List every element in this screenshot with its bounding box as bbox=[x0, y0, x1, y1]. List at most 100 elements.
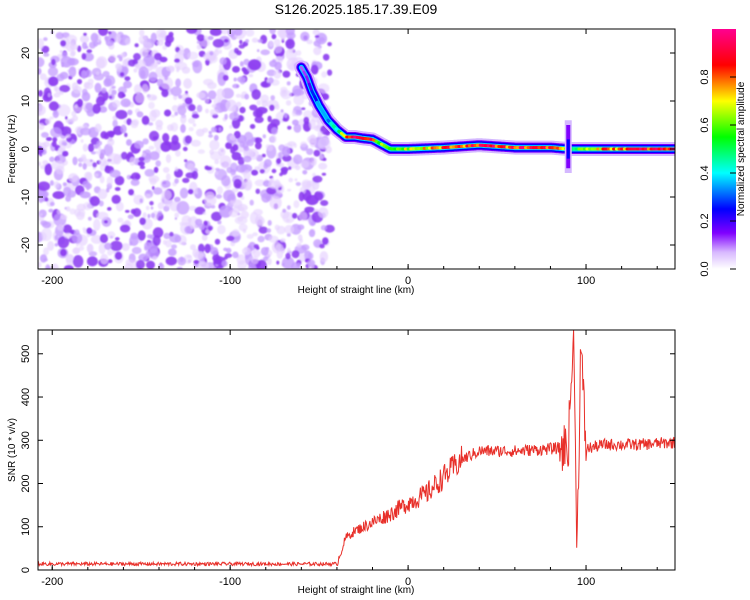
noise-blob bbox=[131, 246, 142, 255]
noise-blob bbox=[70, 117, 75, 123]
noise-blob bbox=[61, 150, 69, 157]
noise-blob bbox=[133, 84, 142, 95]
noise-blob bbox=[53, 181, 60, 189]
noise-blob bbox=[119, 224, 131, 233]
noise-blob bbox=[276, 260, 280, 265]
noise-blob bbox=[306, 148, 314, 156]
noise-blob bbox=[193, 259, 200, 265]
noise-blob bbox=[254, 166, 260, 171]
noise-blob bbox=[108, 54, 117, 62]
noise-blob bbox=[251, 37, 259, 43]
noise-blob bbox=[224, 113, 228, 120]
noise-blob bbox=[43, 141, 50, 148]
noise-blob bbox=[187, 188, 194, 195]
noise-blob bbox=[296, 242, 302, 248]
noise-blob bbox=[223, 247, 228, 252]
noise-blob bbox=[215, 194, 222, 199]
noise-blob bbox=[141, 83, 149, 94]
noise-blob bbox=[186, 29, 198, 34]
noise-blob bbox=[164, 75, 168, 81]
noise-blob bbox=[123, 80, 132, 89]
snr-y-ticks: 0 100 200 300 400 500 bbox=[20, 345, 675, 573]
noise-blob bbox=[243, 131, 254, 144]
noise-blob bbox=[227, 29, 236, 38]
noise-blob bbox=[79, 35, 90, 44]
noise-blob bbox=[298, 211, 308, 222]
noise-blob bbox=[59, 71, 69, 80]
noise-blob bbox=[184, 97, 193, 105]
noise-blob bbox=[257, 39, 263, 43]
noise-blob bbox=[309, 157, 317, 166]
noise-blob bbox=[81, 70, 87, 79]
noise-blob bbox=[287, 125, 292, 130]
noise-blob bbox=[205, 108, 209, 114]
noise-blob bbox=[45, 118, 52, 125]
noise-blob bbox=[125, 259, 135, 266]
noise-blob bbox=[52, 191, 65, 200]
noise-blob bbox=[152, 255, 158, 261]
noise-blob bbox=[120, 151, 128, 160]
noise-blob bbox=[89, 196, 101, 207]
noise-blob bbox=[95, 150, 99, 154]
noise-blob bbox=[304, 206, 315, 213]
noise-blob bbox=[86, 183, 92, 189]
noise-blob bbox=[239, 106, 246, 114]
noise-blob bbox=[196, 34, 205, 42]
noise-blob bbox=[285, 100, 292, 106]
noise-blob bbox=[262, 134, 266, 139]
noise-blob bbox=[218, 147, 226, 157]
colorbar-tick-label: 0.0 bbox=[699, 261, 711, 276]
noise-blob bbox=[248, 263, 257, 269]
noise-blob bbox=[237, 216, 244, 222]
noise-blob bbox=[57, 104, 71, 117]
noise-blob bbox=[146, 234, 153, 239]
noise-blob bbox=[86, 49, 93, 54]
noise-blob bbox=[157, 210, 163, 217]
noise-blob bbox=[112, 99, 121, 108]
x-tick-label: -200 bbox=[41, 275, 63, 287]
noise-blob bbox=[110, 240, 123, 252]
noise-blob bbox=[134, 174, 141, 180]
noise-blob bbox=[301, 244, 310, 251]
noise-blob bbox=[282, 154, 292, 162]
noise-blob bbox=[73, 229, 80, 236]
noise-blob bbox=[44, 197, 49, 202]
noise-blob bbox=[190, 244, 196, 251]
noise-blob bbox=[162, 133, 170, 143]
noise-blob bbox=[239, 61, 244, 67]
noise-blob bbox=[69, 208, 76, 215]
noise-blob bbox=[136, 111, 144, 118]
noise-blob bbox=[237, 191, 243, 198]
noise-blob bbox=[209, 51, 214, 56]
noise-blob bbox=[82, 163, 87, 170]
noise-blob bbox=[314, 35, 320, 38]
noise-blob bbox=[179, 221, 184, 226]
noise-blob bbox=[313, 40, 321, 47]
noise-blob bbox=[139, 29, 145, 37]
noise-blob bbox=[208, 134, 214, 138]
noise-blob bbox=[121, 243, 130, 252]
noise-blob bbox=[317, 130, 323, 139]
noise-blob bbox=[39, 200, 43, 203]
noise-blob bbox=[150, 206, 154, 210]
noise-blob bbox=[325, 130, 330, 136]
noise-blob bbox=[62, 186, 72, 197]
noise-blob bbox=[308, 252, 314, 260]
noise-blob bbox=[46, 266, 51, 269]
noise-blob bbox=[134, 140, 144, 149]
noise-blob bbox=[293, 200, 300, 209]
noise-blob bbox=[256, 49, 260, 53]
noise-blob bbox=[300, 160, 310, 169]
noise-blob bbox=[259, 169, 265, 174]
noise-blob bbox=[322, 53, 330, 61]
noise-blob bbox=[254, 142, 262, 150]
noise-blob bbox=[266, 79, 270, 83]
noise-blob bbox=[40, 220, 48, 226]
noise-blob bbox=[171, 244, 177, 249]
noise-blob bbox=[232, 144, 239, 152]
noise-blob bbox=[316, 121, 321, 128]
noise-blob bbox=[124, 132, 128, 138]
noise-blob bbox=[223, 38, 229, 43]
noise-blob bbox=[145, 193, 151, 199]
noise-blob bbox=[217, 224, 226, 235]
